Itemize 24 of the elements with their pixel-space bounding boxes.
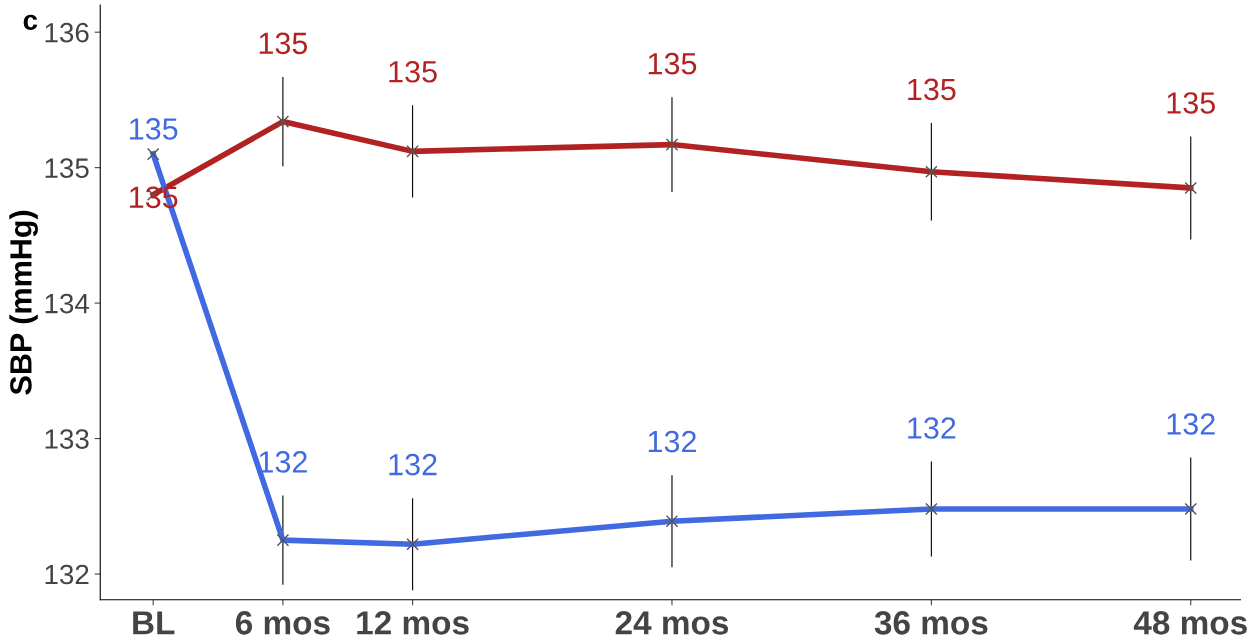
data-label: 135: [908, 78, 956, 101]
x-tick-label: BL: [133, 611, 175, 635]
y-tick-label: 136: [45, 22, 89, 43]
y-tick-label: 133: [45, 429, 89, 449]
x-tick-label: 24 mos: [615, 611, 729, 635]
data-label: 132: [908, 417, 956, 439]
y-axis-title: SBP (mmHg): [9, 210, 38, 395]
y-tick-label: 135: [45, 158, 89, 178]
y-tick-label: 134: [45, 293, 90, 314]
data-label: 135: [1167, 92, 1215, 114]
data-label: 135: [648, 52, 697, 75]
x-tick-label: 12 mos: [357, 611, 469, 635]
text: c: [23, 14, 38, 30]
x-tick-label: 48 mos: [1133, 611, 1247, 635]
x-tick-label: 36 mos: [874, 611, 988, 635]
data-label: 132: [389, 453, 437, 476]
y-tick-label: 132: [45, 564, 89, 585]
data-label: 132: [648, 430, 696, 453]
data-label: 132: [259, 451, 307, 473]
data-label: 135: [389, 60, 437, 83]
x-tick-label: 6 mos: [235, 611, 330, 635]
data-label: 135: [130, 118, 178, 140]
data-label: 135: [259, 32, 308, 55]
data-label: 132: [1167, 413, 1215, 435]
